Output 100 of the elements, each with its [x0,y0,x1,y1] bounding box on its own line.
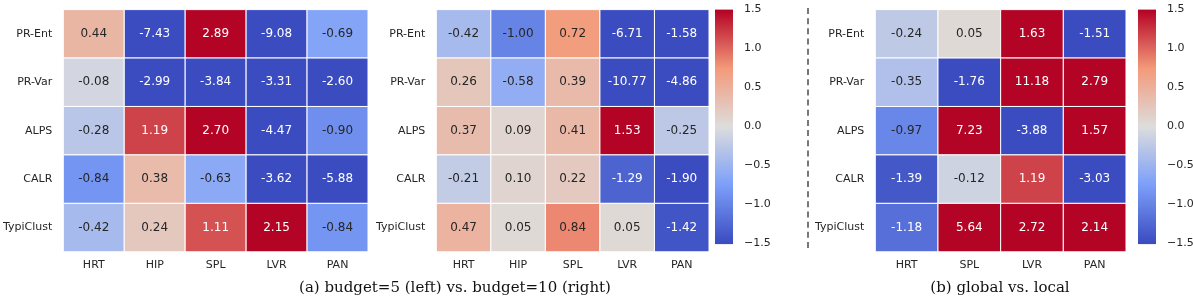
y-tick-label: PR-Ent [389,26,426,40]
data-label: -0.08 [78,74,110,89]
color-bar-label: −1.0 [1167,196,1193,210]
data-label: -4.47 [261,122,293,137]
data-label: -2.99 [139,74,171,89]
data-label: 1.11 [202,219,230,234]
y-tick-label: ALPS [25,123,53,137]
y-tick-label: CALR [396,172,426,185]
data-label: -0.97 [891,122,923,137]
data-label: -1.00 [502,25,534,40]
data-label: -0.24 [891,25,923,40]
color-bar-label: 1.0 [744,41,762,55]
data-label: -0.84 [322,219,354,234]
data-label: 0.22 [559,171,587,186]
text: (b) global vs. local [930,278,1070,296]
x-tick-label: HIP [509,258,528,272]
color-bar-label: 1.5 [744,2,762,16]
x-tick-label: LVR [617,258,638,272]
data-label: -0.90 [322,122,354,137]
y-tick-label: PR-Var [390,75,426,89]
data-label: -3.88 [1016,122,1048,137]
data-label: -6.71 [611,25,643,40]
data-label: -0.42 [448,25,480,40]
data-label: 2.79 [1081,74,1109,89]
color-bar-label: 0.0 [1167,119,1185,133]
data-label: 2.70 [202,122,230,137]
x-tick-label: SPL [562,258,584,272]
data-label: -0.28 [78,122,110,137]
data-label: -1.90 [666,171,698,186]
data-label: 0.05 [613,219,641,234]
data-label: 1.19 [1018,171,1046,186]
y-tick-label: ALPS [837,123,865,137]
text: (a) budget=5 (left) vs. budget=10 (right) [299,278,611,296]
color-bar-label: −1.0 [744,196,771,210]
data-label: 1.19 [141,122,169,137]
data-label: -2.60 [322,74,354,89]
y-tick-label: TypiClust [374,220,426,234]
data-label: 1.57 [1081,122,1109,137]
data-label: 0.47 [450,219,477,234]
color-bar-label: −0.5 [1167,158,1193,172]
data-label: 7.23 [955,122,983,137]
data-label: 0.09 [504,122,532,137]
data-label: 0.38 [141,171,169,186]
data-label: 2.89 [202,25,230,40]
x-tick-label: PAN [1083,258,1106,272]
y-tick-label: TypiClust [1,220,53,234]
data-label: -0.35 [891,74,923,89]
data-label: 0.05 [504,219,532,234]
data-label: -1.18 [891,219,923,234]
color-bar-label: −1.5 [744,235,771,249]
data-label: 1.53 [613,122,641,137]
data-label: 0.41 [559,122,587,137]
color-bar-label: 0.0 [744,119,762,133]
x-tick-label: PAN [670,258,693,272]
data-label: 0.37 [450,122,477,137]
x-tick-label: PAN [326,258,349,272]
y-tick-label: CALR [835,172,865,185]
y-tick-label: PR-Var [17,75,53,89]
data-label: -1.29 [611,171,643,186]
data-label: 0.44 [80,25,108,40]
data-label: 0.24 [141,219,169,234]
data-label: -3.84 [200,74,232,89]
y-tick-label: CALR [23,172,53,185]
color-bar-label: −0.5 [744,158,771,172]
data-label: -4.86 [666,74,698,89]
data-label: -0.84 [78,171,110,186]
data-label: -5.88 [322,171,354,186]
y-tick-label: PR-Ent [16,26,53,40]
x-tick-label: SPL [205,258,227,272]
x-tick-label: LVR [1021,258,1043,272]
data-label: 0.39 [559,74,587,89]
data-label: 2.15 [263,219,290,234]
data-label: -0.69 [322,25,354,40]
data-label: -3.62 [261,171,293,186]
data-label: -0.12 [953,171,985,186]
data-label: 5.64 [955,219,983,234]
x-tick-label: SPL [959,258,981,272]
data-label: 0.72 [559,25,587,40]
x-tick-label: LVR [266,258,287,272]
y-tick-label: ALPS [398,123,426,137]
data-label: -1.76 [953,74,985,89]
color-bar-label: 0.5 [1167,80,1185,94]
data-label: 1.63 [1018,25,1046,40]
data-label: 0.10 [504,171,532,186]
data-label: 0.05 [955,25,983,40]
data-label: -0.21 [448,171,480,186]
y-tick-label: PR-Var [829,75,865,89]
data-label: -7.43 [139,25,171,40]
data-label: -0.63 [200,171,232,186]
data-label: -1.58 [666,25,698,40]
x-tick-label: HRT [82,258,105,272]
data-label: -1.42 [666,219,698,234]
data-label: -0.25 [666,122,698,137]
data-label: 2.14 [1081,219,1109,234]
data-label: -3.03 [1079,171,1111,186]
data-label: 0.26 [450,74,477,89]
data-label: -0.58 [502,74,534,89]
color-bar-label: 1.0 [1167,41,1185,55]
data-label: -3.31 [261,74,293,89]
data-label: 0.84 [559,219,587,234]
